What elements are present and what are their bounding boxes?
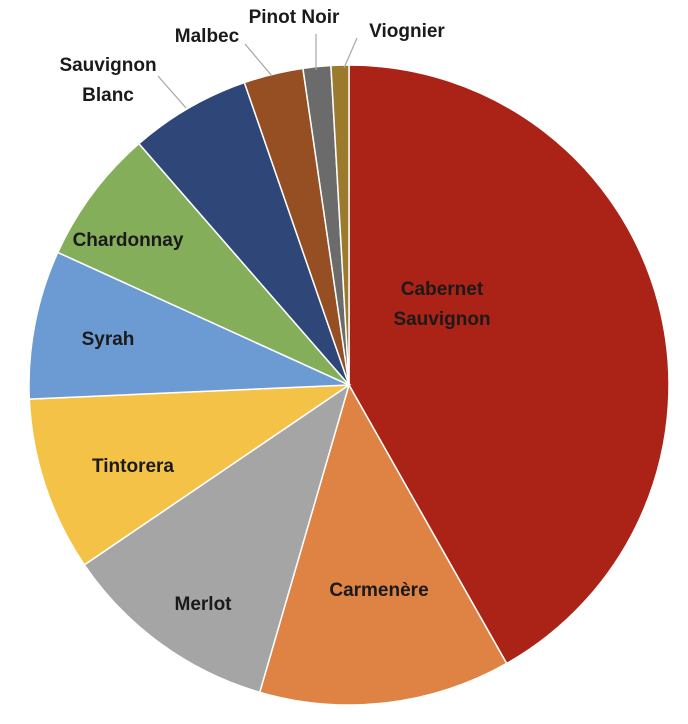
pie-slice bbox=[28, 251, 350, 400]
slice-label: Tintorera bbox=[92, 456, 174, 477]
slice-label: Viognier bbox=[369, 21, 445, 42]
leader-line bbox=[157, 75, 187, 109]
slice-label: Pinot Noir bbox=[249, 7, 340, 28]
slice-label: Chardonnay bbox=[73, 230, 184, 251]
pie-slice bbox=[83, 383, 351, 694]
pie-slice bbox=[56, 142, 350, 386]
slice-label-line: Sauvignon bbox=[59, 55, 156, 76]
pie-slice bbox=[330, 64, 350, 386]
slice-label: Cabernet Sauvignon bbox=[393, 279, 490, 330]
leader-line bbox=[343, 37, 358, 69]
slice-label: Merlot bbox=[175, 594, 233, 615]
pie-slice bbox=[28, 384, 352, 566]
slice-label-line: Sauvignon bbox=[393, 309, 490, 330]
pie-slice bbox=[258, 383, 508, 706]
pie-slice bbox=[137, 81, 350, 386]
slice-label-line: Cabernet bbox=[401, 279, 484, 300]
slice-label: Syrah bbox=[82, 329, 135, 350]
slice-label-line: Blanc bbox=[82, 85, 134, 106]
slice-label: Carmenère bbox=[329, 580, 428, 601]
pie-slice bbox=[348, 64, 670, 665]
slice-label: Malbec bbox=[175, 26, 240, 47]
slice-label: Sauvignon Blanc bbox=[59, 55, 156, 106]
leader-line bbox=[244, 43, 273, 77]
